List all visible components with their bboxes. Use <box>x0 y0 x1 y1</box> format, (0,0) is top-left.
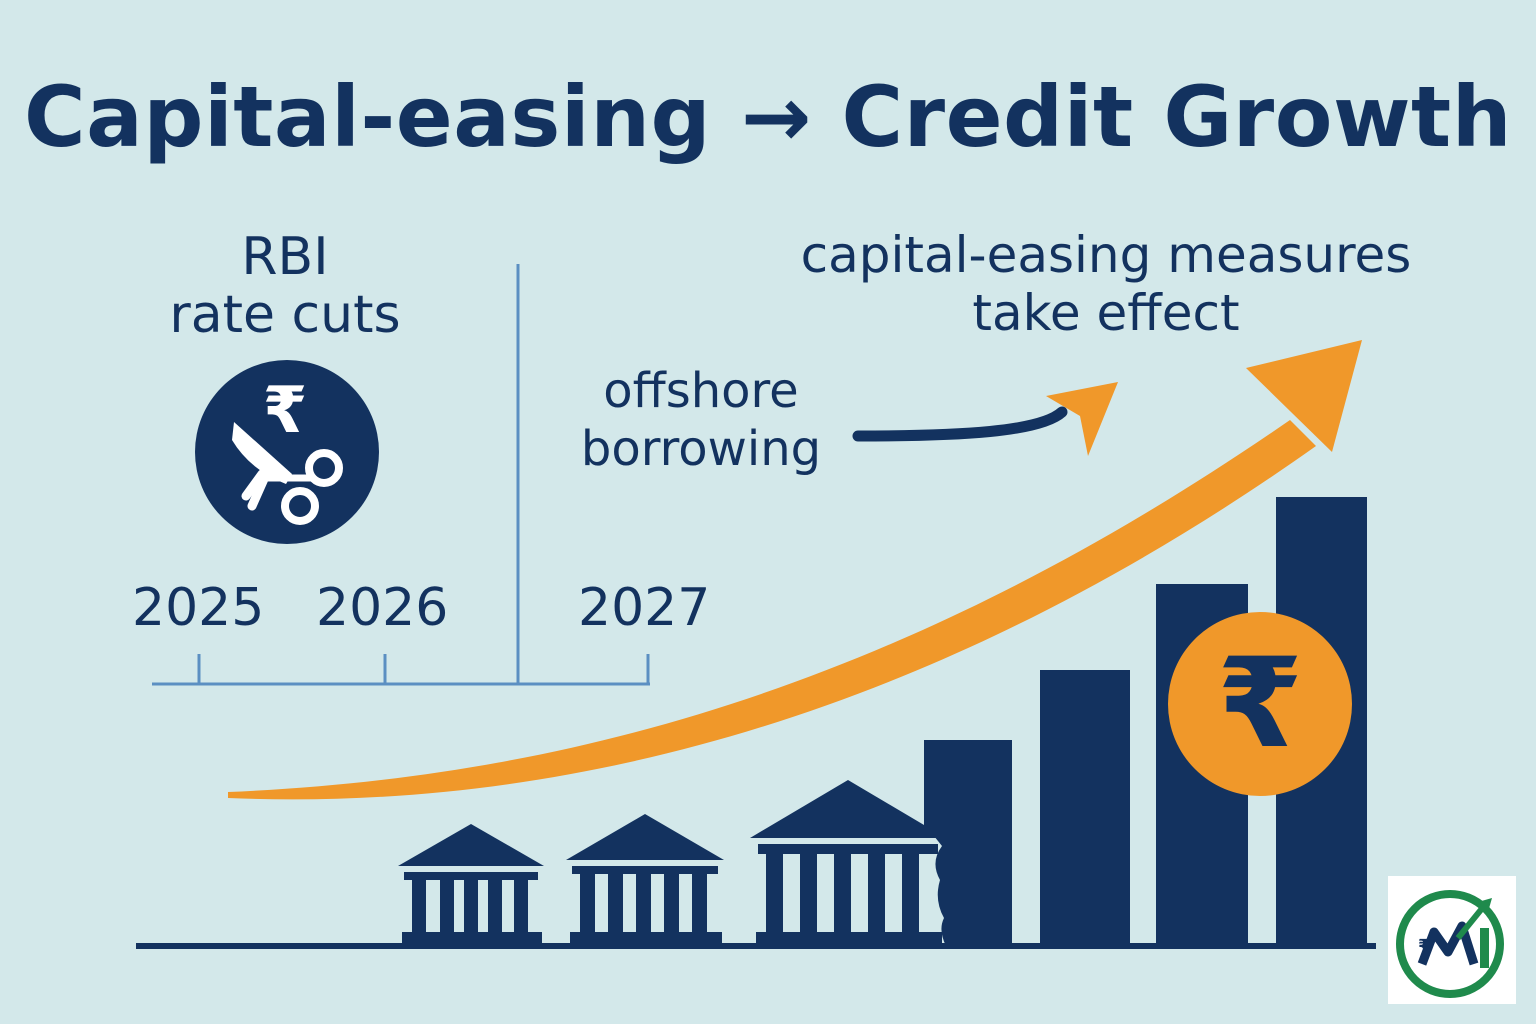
rbi-label-line1: RBI <box>241 227 329 287</box>
year-2026: 2026 <box>316 578 449 638</box>
timeline <box>152 264 650 686</box>
offshore-line2: borrowing <box>580 421 822 477</box>
effect-line2: take effect <box>972 284 1240 342</box>
rupee-symbol: ₹ <box>263 374 308 448</box>
offshore-line1: offshore <box>603 363 799 419</box>
year-2025: 2025 <box>132 578 265 638</box>
rupee-coin-symbol: ₹ <box>1217 632 1303 776</box>
offshore-arrow <box>852 382 1118 456</box>
svg-text:₹: ₹ <box>1418 936 1431 957</box>
measures-effect-label: capital-easing measures take effect <box>776 226 1436 342</box>
growth-logo-icon: ₹ <box>1396 890 1504 998</box>
offshore-borrowing-label: offshore borrowing <box>566 362 836 478</box>
credit-bar-1 <box>924 740 1012 946</box>
page-title: Capital-easing → Credit Growth <box>24 68 1512 166</box>
bank-building-icon <box>398 824 544 944</box>
bank-building-icon <box>566 814 724 944</box>
growth-arrow <box>228 340 1362 800</box>
effect-line1: capital-easing measures <box>800 226 1412 284</box>
bank-building-icon <box>750 780 946 944</box>
rupee-scissors-icon: ₹ <box>195 360 379 544</box>
credit-bar-2 <box>1040 670 1130 946</box>
year-2027: 2027 <box>578 578 711 638</box>
brand-logo: ₹ <box>1388 876 1516 1004</box>
rupee-coin-icon: ₹ <box>1168 612 1352 796</box>
rbi-rate-cuts-label: RBI rate cuts <box>150 228 420 344</box>
rbi-label-line2: rate cuts <box>169 285 401 345</box>
